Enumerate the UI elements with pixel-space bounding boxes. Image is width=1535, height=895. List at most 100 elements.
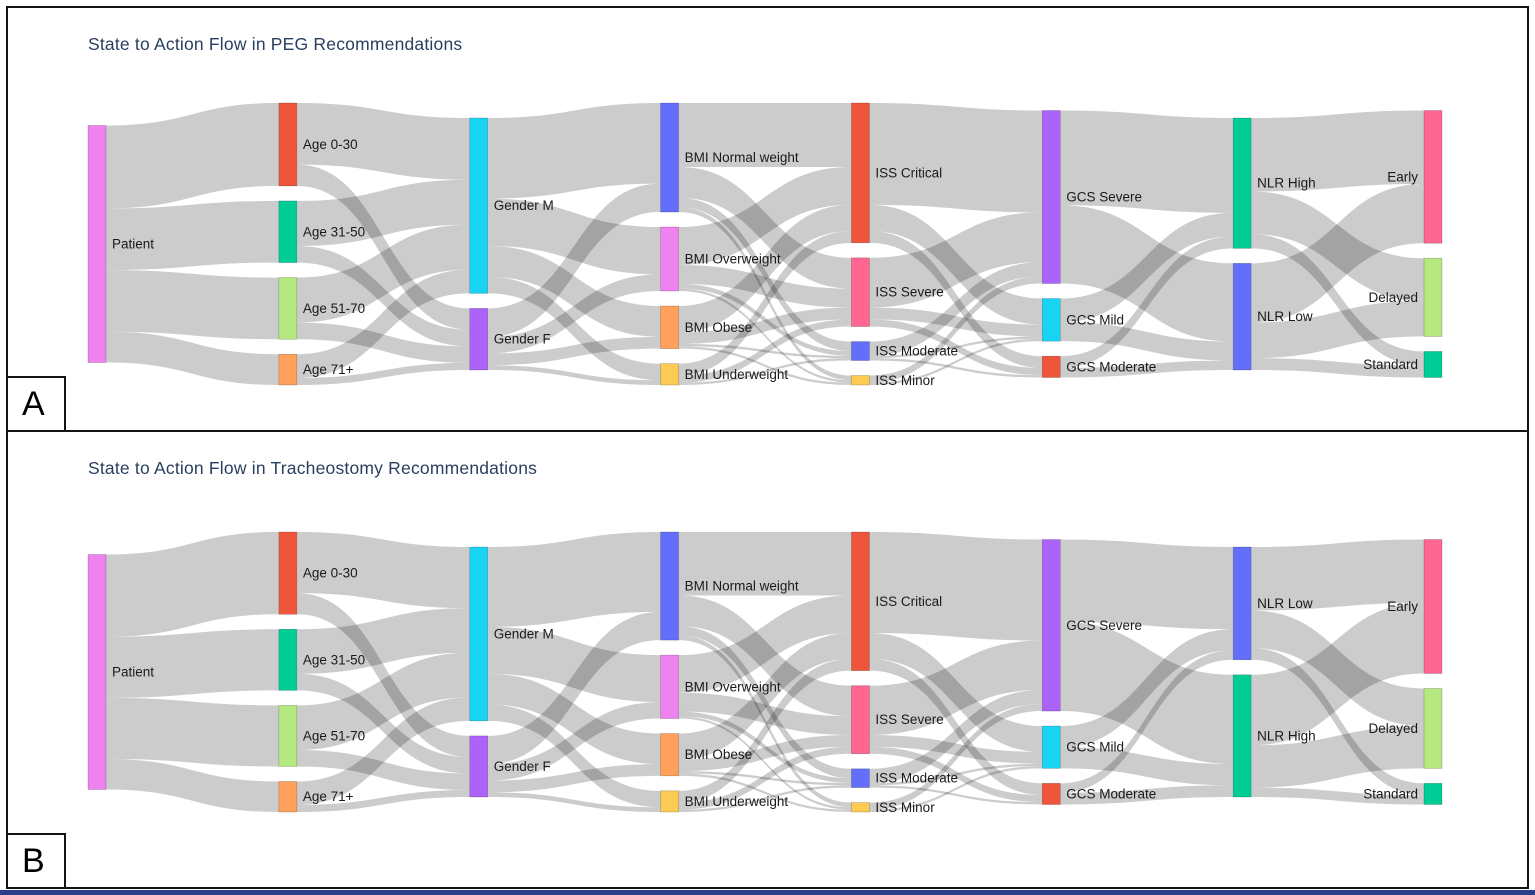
- sankey-link: [869, 319, 1043, 376]
- sankey-node-bmi-overweight[interactable]: [660, 226, 679, 292]
- sankey-node-iss-moderate[interactable]: [851, 768, 870, 788]
- sankey-node-gender-f[interactable]: [469, 735, 488, 798]
- sankey-node-standard[interactable]: [1423, 783, 1443, 805]
- sankey-link: [869, 766, 1043, 812]
- sankey-node-nlr-high[interactable]: [1232, 674, 1252, 798]
- sankey-node-age-71-[interactable]: [278, 353, 298, 386]
- sankey-link: [1251, 726, 1424, 788]
- sankey-link: [296, 652, 470, 750]
- sankey-node-label: Age 0-30: [303, 566, 358, 581]
- sankey-node-label: Early: [1387, 599, 1418, 614]
- sankey-node-age-51-70[interactable]: [278, 705, 298, 767]
- sankey-node-iss-moderate[interactable]: [851, 341, 870, 361]
- sankey-link: [869, 704, 1043, 810]
- sankey-link: [678, 197, 852, 352]
- sankey-link: [678, 166, 852, 289]
- sankey-node-patient[interactable]: [87, 554, 107, 790]
- sankey-node-iss-critical[interactable]: [851, 102, 870, 244]
- sankey-node-label: Patient: [112, 665, 154, 680]
- sankey-link: [1060, 629, 1234, 748]
- panel-b: State to Action Flow in Tracheostomy Rec…: [6, 430, 1529, 889]
- sankey-node-label: ISS Minor: [875, 800, 935, 815]
- sankey-link: [678, 746, 852, 810]
- sankey-node-standard[interactable]: [1423, 351, 1443, 378]
- sankey-link: [1060, 360, 1234, 378]
- sankey-node-gcs-mild[interactable]: [1042, 725, 1061, 769]
- sankey-node-iss-severe[interactable]: [851, 685, 870, 755]
- sankey-link: [487, 702, 661, 781]
- sankey-node-gcs-severe[interactable]: [1042, 110, 1061, 284]
- sankey-node-label: BMI Obese: [685, 747, 753, 762]
- sankey-link: [678, 307, 852, 344]
- panel-a: State to Action Flow in PEG Recommendati…: [6, 6, 1529, 432]
- sankey-node-gender-m[interactable]: [469, 117, 488, 294]
- bottom-border-strip: [0, 890, 1535, 895]
- sankey-node-nlr-low[interactable]: [1232, 263, 1252, 371]
- sankey-node-age-31-50[interactable]: [278, 629, 298, 691]
- sankey-node-iss-minor[interactable]: [851, 375, 870, 386]
- sankey-link: [869, 358, 1043, 378]
- sankey-link: [296, 362, 470, 385]
- sankey-node-label: Gender M: [494, 626, 554, 641]
- sankey-node-iss-severe[interactable]: [851, 257, 870, 327]
- sankey-node-nlr-low[interactable]: [1232, 546, 1252, 661]
- sankey-node-age-71-[interactable]: [278, 781, 298, 813]
- sankey-link: [678, 532, 852, 596]
- sankey-node-gender-m[interactable]: [469, 546, 488, 722]
- sankey-link: [869, 532, 1043, 641]
- sankey-link: [869, 746, 1043, 803]
- sankey-node-label: GCS Severe: [1066, 618, 1142, 633]
- sankey-node-label: BMI Overweight: [685, 679, 781, 694]
- sankey-node-gcs-mild[interactable]: [1042, 298, 1061, 342]
- sankey-link: [869, 640, 1043, 735]
- sankey-link: [1060, 212, 1234, 323]
- sankey-node-age-0-30[interactable]: [278, 531, 298, 615]
- sankey-node-bmi-normal-weight[interactable]: [660, 531, 679, 641]
- sankey-node-bmi-obese[interactable]: [660, 733, 679, 777]
- sankey-node-age-0-30[interactable]: [278, 102, 298, 187]
- sankey-node-delayed[interactable]: [1423, 688, 1443, 769]
- sankey-node-delayed[interactable]: [1423, 257, 1443, 337]
- sankey-link: [869, 785, 1043, 805]
- sankey-link: [869, 262, 1043, 356]
- sankey-link: [487, 336, 661, 366]
- sankey-node-nlr-high[interactable]: [1232, 117, 1252, 249]
- sankey-node-gcs-moderate[interactable]: [1042, 355, 1061, 378]
- sankey-link: [1251, 602, 1424, 746]
- sankey-node-label: ISS Moderate: [875, 344, 958, 359]
- sankey-link: [678, 166, 852, 265]
- sankey-link: [1060, 747, 1234, 786]
- sankey-link: [296, 608, 470, 674]
- sankey-node-iss-minor[interactable]: [851, 802, 870, 813]
- sankey-node-bmi-underweight[interactable]: [660, 363, 679, 386]
- sankey-node-age-31-50[interactable]: [278, 200, 298, 263]
- sankey-node-gender-f[interactable]: [469, 308, 488, 371]
- sankey-node-label: ISS Minor: [875, 373, 935, 388]
- sankey-link: [678, 711, 852, 783]
- sankey-link: [106, 200, 279, 271]
- sankey-link: [869, 658, 1043, 796]
- sankey-node-label: Gender F: [494, 332, 551, 347]
- sankey-node-bmi-obese[interactable]: [660, 305, 679, 349]
- sankey-link: [296, 103, 470, 180]
- sankey-node-bmi-normal-weight[interactable]: [660, 102, 679, 213]
- sankey-link: [1060, 236, 1234, 369]
- sankey-node-label: Age 71+: [303, 789, 354, 804]
- sankey-link: [869, 735, 1043, 764]
- sankey-node-patient[interactable]: [87, 125, 107, 363]
- sankey-node-early[interactable]: [1423, 110, 1443, 244]
- sankey-link: [1251, 234, 1424, 366]
- sankey-node-gcs-moderate[interactable]: [1042, 783, 1061, 805]
- sankey-link: [487, 626, 661, 703]
- sankey-link: [869, 763, 1043, 786]
- sankey-node-iss-critical[interactable]: [851, 531, 870, 671]
- sankey-node-label: Age 51-70: [303, 301, 365, 316]
- sankey-node-bmi-overweight[interactable]: [660, 654, 679, 719]
- sankey-node-label: ISS Critical: [875, 594, 942, 609]
- sankey-node-gcs-severe[interactable]: [1042, 539, 1061, 712]
- sankey-node-label: GCS Mild: [1066, 312, 1124, 327]
- sankey-node-early[interactable]: [1423, 539, 1443, 674]
- sankey-node-age-51-70[interactable]: [278, 277, 298, 340]
- sankey-node-bmi-underweight[interactable]: [660, 790, 679, 813]
- sankey-link: [106, 103, 279, 209]
